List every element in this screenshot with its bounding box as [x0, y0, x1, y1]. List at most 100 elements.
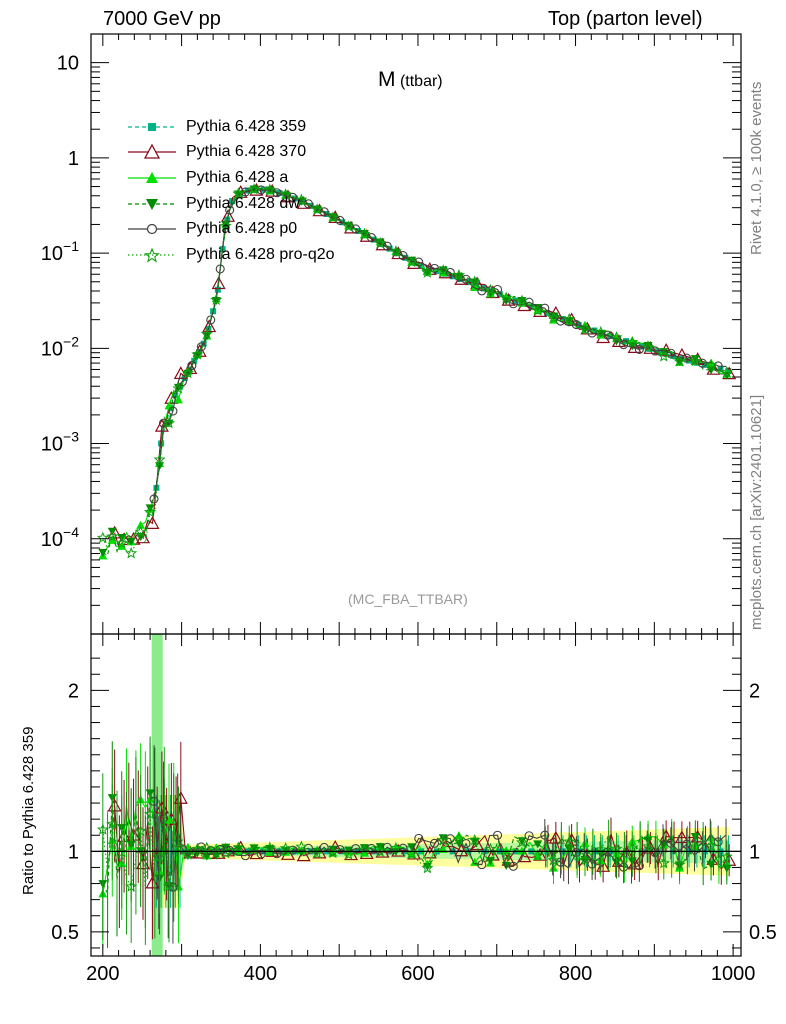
ratio-y-tick-label: 2 — [68, 680, 79, 702]
ratio-data-point — [642, 840, 655, 852]
ratio-data-point — [164, 815, 174, 824]
data-point — [210, 293, 223, 306]
ratio-data-point — [673, 858, 686, 870]
data-point — [705, 358, 718, 371]
legend-item: Pythia 6.428 359 — [126, 114, 335, 140]
ratio-series-pro-q2o — [96, 746, 733, 945]
y-tick-label: 10 — [57, 53, 79, 75]
y-tick-label: 10−2 — [41, 333, 79, 360]
ratio-data-point — [706, 860, 716, 869]
ratio-data-point — [517, 849, 532, 863]
series-line — [102, 188, 727, 555]
ratio-y-tick-label-right: 0.5 — [749, 922, 777, 944]
ratio-data-point — [279, 841, 292, 854]
data-point — [202, 319, 217, 333]
data-point — [689, 354, 702, 367]
data-point — [720, 365, 733, 378]
data-point — [496, 291, 503, 298]
ratio-data-point — [389, 841, 402, 854]
ratio-data-point — [187, 848, 197, 858]
data-point — [126, 537, 136, 546]
ratio-data-point — [580, 838, 590, 847]
ratio-data-point — [524, 831, 534, 841]
ratio-data-point — [720, 850, 733, 862]
ratio-data-point — [515, 836, 528, 848]
ratio-data-point — [414, 833, 424, 843]
ratio-data-point — [359, 848, 369, 857]
ratio-y-tick-label: 0.5 — [51, 922, 79, 944]
ratio-data-point — [508, 861, 518, 871]
data-point — [610, 331, 623, 343]
data-point — [725, 368, 732, 375]
ratio-data-point — [571, 847, 581, 857]
ratio-plot-frame — [90, 633, 742, 957]
ratio-data-point — [501, 861, 511, 870]
x-tick-label: 400 — [244, 963, 277, 985]
data-point — [701, 361, 708, 368]
series-pro-q2o — [96, 183, 733, 559]
data-point — [449, 273, 456, 280]
y-tick-label: 1 — [68, 148, 79, 170]
data-point — [524, 297, 534, 307]
data-point — [149, 494, 159, 504]
ratio-y-tick-label: 1 — [68, 841, 79, 863]
data-point — [484, 283, 497, 296]
data-point — [136, 520, 146, 529]
ratio-data-point — [619, 862, 629, 872]
data-point — [177, 377, 187, 387]
ratio-y-tick-label-right: 2 — [749, 680, 760, 702]
data-point — [654, 348, 661, 355]
ratio-data-point — [134, 824, 147, 837]
legend-swatch-dw — [128, 198, 176, 210]
data-point — [646, 345, 653, 352]
data-point — [515, 294, 528, 307]
data-point — [153, 453, 166, 465]
data-point — [326, 211, 339, 223]
data-point — [211, 276, 226, 290]
data-point — [626, 335, 639, 348]
ratio-data-point — [666, 838, 676, 848]
ratio-data-point — [263, 841, 276, 854]
data-point — [248, 183, 261, 195]
ratio-data-point — [500, 849, 513, 861]
data-point — [374, 236, 387, 249]
data-point — [591, 327, 598, 334]
data-point — [96, 531, 109, 544]
data-point — [548, 312, 558, 321]
ratio-data-point — [437, 833, 450, 846]
data-point — [389, 245, 403, 257]
ratio-data-point — [531, 849, 544, 861]
data-point — [311, 203, 324, 215]
data-point — [263, 183, 276, 196]
x-tick-label: 800 — [559, 963, 592, 985]
legend-label: Pythia 6.428 pro-q2o — [186, 245, 335, 263]
ratio-y-tick-label-right: 1 — [749, 841, 760, 863]
data-point — [571, 320, 581, 330]
ratio-data-point — [153, 850, 166, 862]
data-point — [342, 220, 355, 232]
ratio-data-point — [154, 800, 169, 814]
ratio-data-point — [135, 856, 151, 870]
data-point — [219, 219, 232, 232]
ratio-data-point — [517, 846, 527, 855]
data-point — [196, 342, 206, 352]
ratio-data-point — [143, 807, 157, 820]
data-point — [215, 264, 225, 274]
ratio-data-point — [303, 843, 314, 853]
data-point — [200, 327, 213, 340]
ratio-data-point — [200, 841, 213, 853]
data-point — [634, 344, 644, 354]
legend-item: Pythia 6.428 p0 — [126, 216, 335, 242]
data-point — [145, 516, 160, 529]
legend-label: Pythia 6.428 p0 — [186, 220, 298, 238]
data-point — [351, 224, 361, 234]
data-point — [172, 392, 179, 399]
ratio-data-point — [162, 879, 176, 892]
data-point — [500, 291, 513, 304]
ratio-data-point — [288, 845, 298, 855]
legend-label: Pythia 6.428 dw — [186, 194, 300, 212]
data-point — [107, 535, 117, 544]
ratio-data-point — [405, 847, 418, 860]
ratio-plot-bands — [151, 634, 730, 956]
data-point — [279, 188, 292, 200]
